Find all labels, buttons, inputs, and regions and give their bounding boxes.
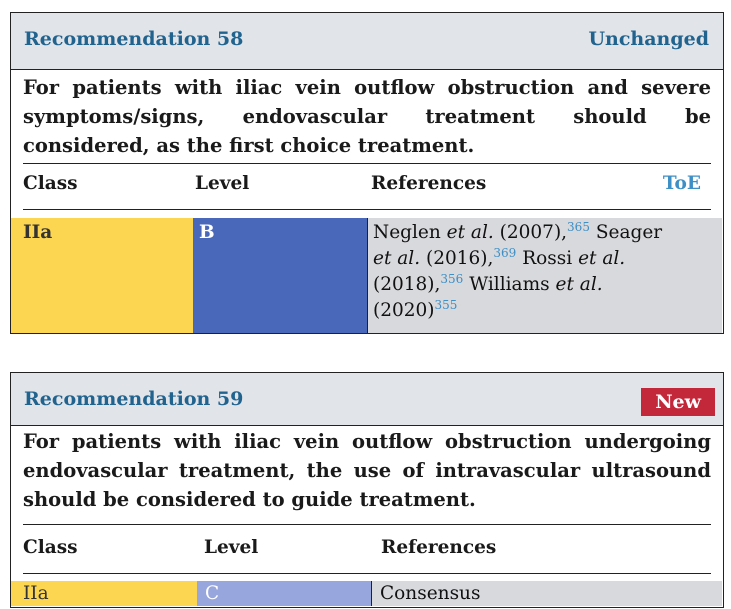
recommendation-59-header: Recommendation 59 New <box>11 373 723 426</box>
table-top-divider <box>23 524 711 525</box>
table-top-divider <box>23 163 711 164</box>
level-value: B <box>199 222 215 243</box>
recommendation-59-title: Recommendation 59 <box>24 388 244 410</box>
column-header-references: References <box>381 537 497 558</box>
recommendation-text-line: should be considered to guide treatment. <box>23 488 476 511</box>
new-badge: New <box>641 388 715 416</box>
table-header-divider <box>23 573 711 574</box>
recommendation-text-line: endovascular treatment, the use of intra… <box>23 459 711 482</box>
class-cell: IIa <box>11 581 197 606</box>
reference-author: Rossi <box>522 248 573 269</box>
recommendation-59-text: For patients with iliac vein outflow obs… <box>23 427 711 514</box>
column-header-toe: ToE <box>662 173 701 194</box>
reference-etal: et al. <box>578 248 626 269</box>
reference-etal: et al. <box>446 222 494 243</box>
column-header-class: Class <box>23 537 78 558</box>
reference-etal: et al. <box>373 248 421 269</box>
reference-author: Williams <box>469 274 550 295</box>
reference-number: 369 <box>493 245 517 260</box>
column-header-level: Level <box>204 537 259 558</box>
recommendation-58-title: Recommendation 58 <box>24 28 244 50</box>
recommendation-58-box: Recommendation 58 Unchanged For patients… <box>10 12 724 334</box>
level-value: C <box>205 583 220 604</box>
reference-number: 365 <box>567 219 590 234</box>
column-header-references: References <box>371 173 487 194</box>
class-cell: IIa <box>11 218 193 333</box>
references-cell: Consensus <box>371 581 722 606</box>
class-value: IIa <box>23 222 53 243</box>
recommendation-text-line: For patients with iliac vein outflow obs… <box>23 76 711 99</box>
recommendation-text-line: symptoms/signs, endovascular treatment s… <box>23 105 711 128</box>
level-cell: C <box>197 581 371 606</box>
reference-number: 356 <box>440 271 464 286</box>
column-header-class: Class <box>23 173 78 194</box>
column-header-level: Level <box>195 173 250 194</box>
level-cell: B <box>193 218 367 333</box>
references-value: Consensus <box>380 583 481 604</box>
recommendation-58-header: Recommendation 58 Unchanged <box>11 13 723 70</box>
reference-author: Seager <box>595 222 663 243</box>
reference-year: (2007), <box>499 222 568 243</box>
references-cell: Neglen et al. (2007),365 Seager et al. (… <box>367 218 722 333</box>
table-header-divider <box>23 209 711 210</box>
class-value: IIa <box>23 583 49 604</box>
reference-year: (2020) <box>373 300 435 321</box>
reference-year: (2016), <box>425 248 494 269</box>
recommendation-58-status: Unchanged <box>588 28 709 50</box>
recommendation-58-text: For patients with iliac vein outflow obs… <box>23 73 711 160</box>
reference-etal: et al. <box>555 274 603 295</box>
reference-author: Neglen <box>373 222 441 243</box>
recommendation-59-box: Recommendation 59 New For patients with … <box>10 372 724 608</box>
recommendation-text-line: considered, as the first choice treatmen… <box>23 134 475 157</box>
reference-year: (2018), <box>373 274 441 295</box>
recommendation-text-line: For patients with iliac vein outflow obs… <box>23 430 711 453</box>
reference-number: 355 <box>434 297 458 312</box>
